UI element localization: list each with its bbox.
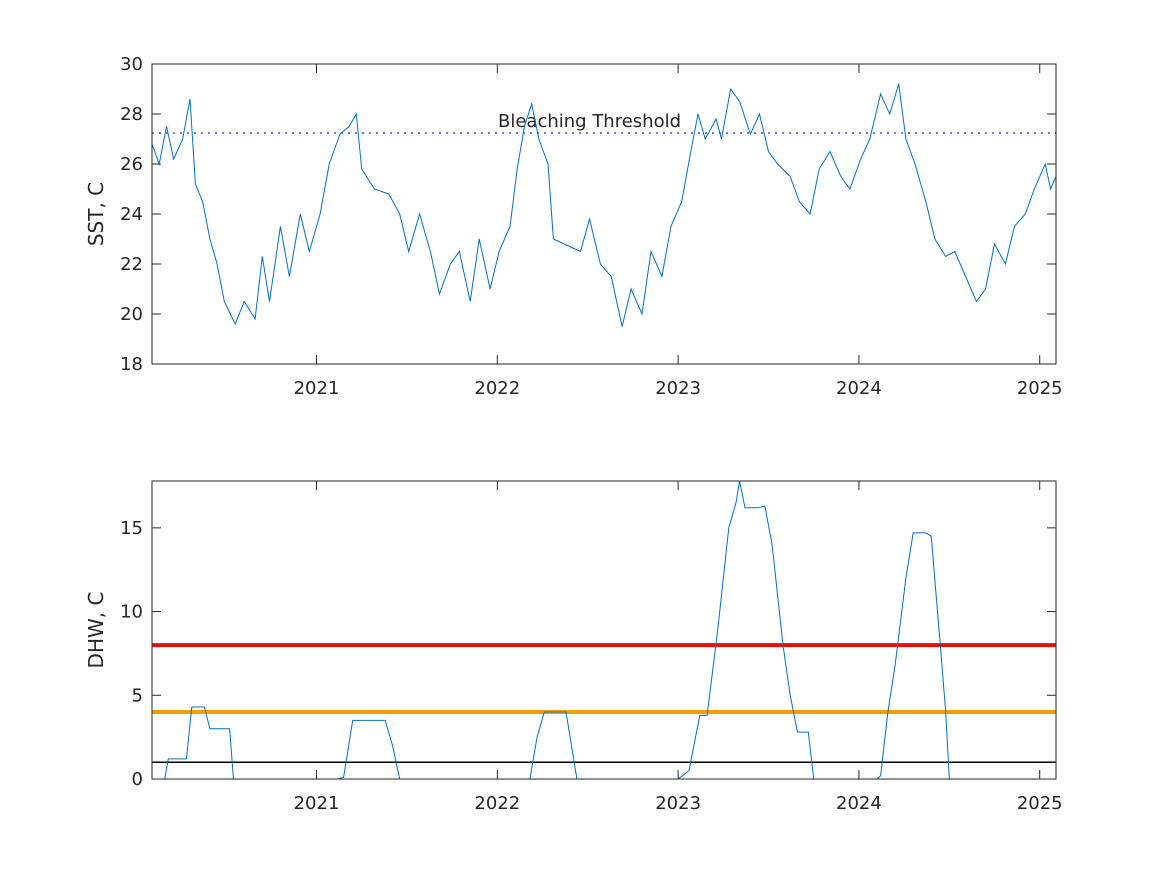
y-tick-label: 15 bbox=[120, 518, 143, 539]
x-tick-label: 2023 bbox=[655, 793, 701, 814]
y-tick-label: 18 bbox=[120, 354, 143, 375]
y-tick-label: 22 bbox=[120, 254, 143, 275]
x-tick-label: 2024 bbox=[836, 378, 882, 399]
x-tick-label: 2021 bbox=[294, 378, 340, 399]
x-tick-label: 2022 bbox=[474, 378, 520, 399]
y-tick-label: 24 bbox=[120, 204, 143, 225]
x-tick-label: 2024 bbox=[836, 793, 882, 814]
y-tick-label: 0 bbox=[132, 769, 143, 790]
axes-box bbox=[151, 63, 1057, 365]
y-tick-label: 30 bbox=[120, 54, 143, 75]
x-tick-label: 2025 bbox=[1017, 378, 1063, 399]
data-line bbox=[151, 83, 1057, 327]
x-tick-label: 2021 bbox=[294, 793, 340, 814]
y-tick-label: 26 bbox=[120, 154, 143, 175]
x-tick-label: 2022 bbox=[474, 793, 520, 814]
threshold-label: Bleaching Threshold bbox=[498, 111, 681, 132]
y-axis-label: DHW, C bbox=[84, 592, 108, 669]
y-axis-label: SST, C bbox=[84, 182, 108, 246]
x-tick-label: 2025 bbox=[1017, 793, 1063, 814]
y-tick-label: 5 bbox=[132, 685, 143, 706]
y-tick-label: 28 bbox=[120, 104, 143, 125]
y-tick-label: 10 bbox=[120, 602, 143, 623]
data-line bbox=[152, 480, 1056, 780]
x-tick-label: 2023 bbox=[655, 378, 701, 399]
y-tick-label: 20 bbox=[120, 304, 143, 325]
axes-box bbox=[151, 480, 1057, 780]
